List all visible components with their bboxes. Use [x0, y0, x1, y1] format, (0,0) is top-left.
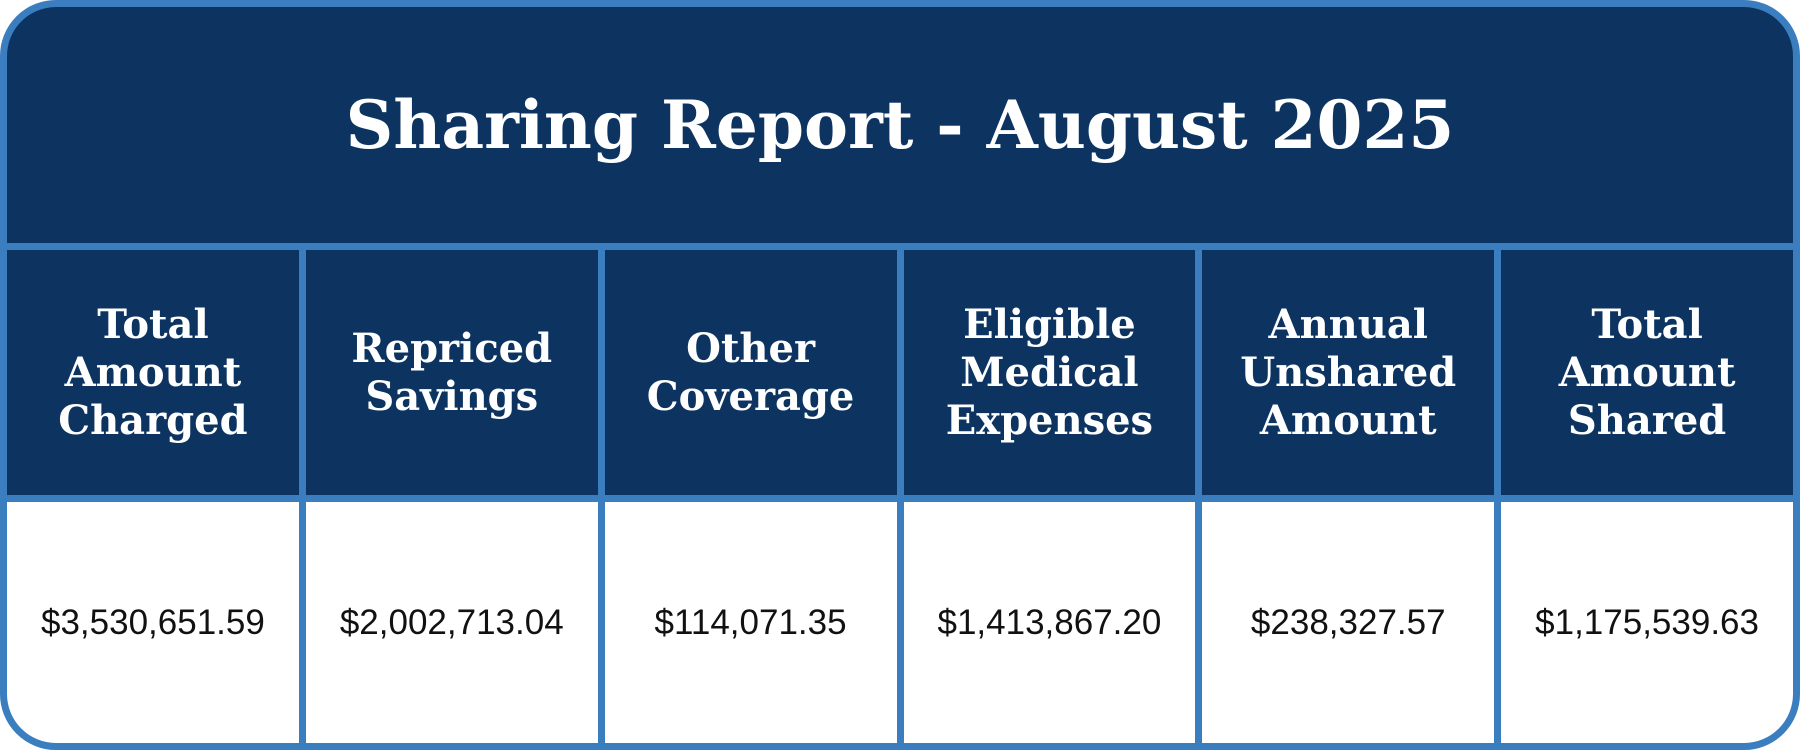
report-title: Sharing Report - August 2025 [7, 7, 1793, 243]
column-header: Other Coverage [604, 250, 897, 495]
column-header: Eligible Medical Expenses [903, 250, 1196, 495]
amount-cell: $114,071.35 [604, 502, 897, 743]
column-header: Total Amount Shared [1501, 250, 1793, 495]
amount-cell: $3,530,651.59 [7, 502, 299, 743]
column-header: Annual Unshared Amount [1202, 250, 1495, 495]
amount-cell: $1,175,539.63 [1501, 502, 1793, 743]
amount-cell: $238,327.57 [1202, 502, 1495, 743]
column-header: Total Amount Charged [7, 250, 299, 495]
amount-cell: $1,413,867.20 [903, 502, 1196, 743]
column-header: Repriced Savings [305, 250, 598, 495]
amount-cell: $2,002,713.04 [305, 502, 598, 743]
